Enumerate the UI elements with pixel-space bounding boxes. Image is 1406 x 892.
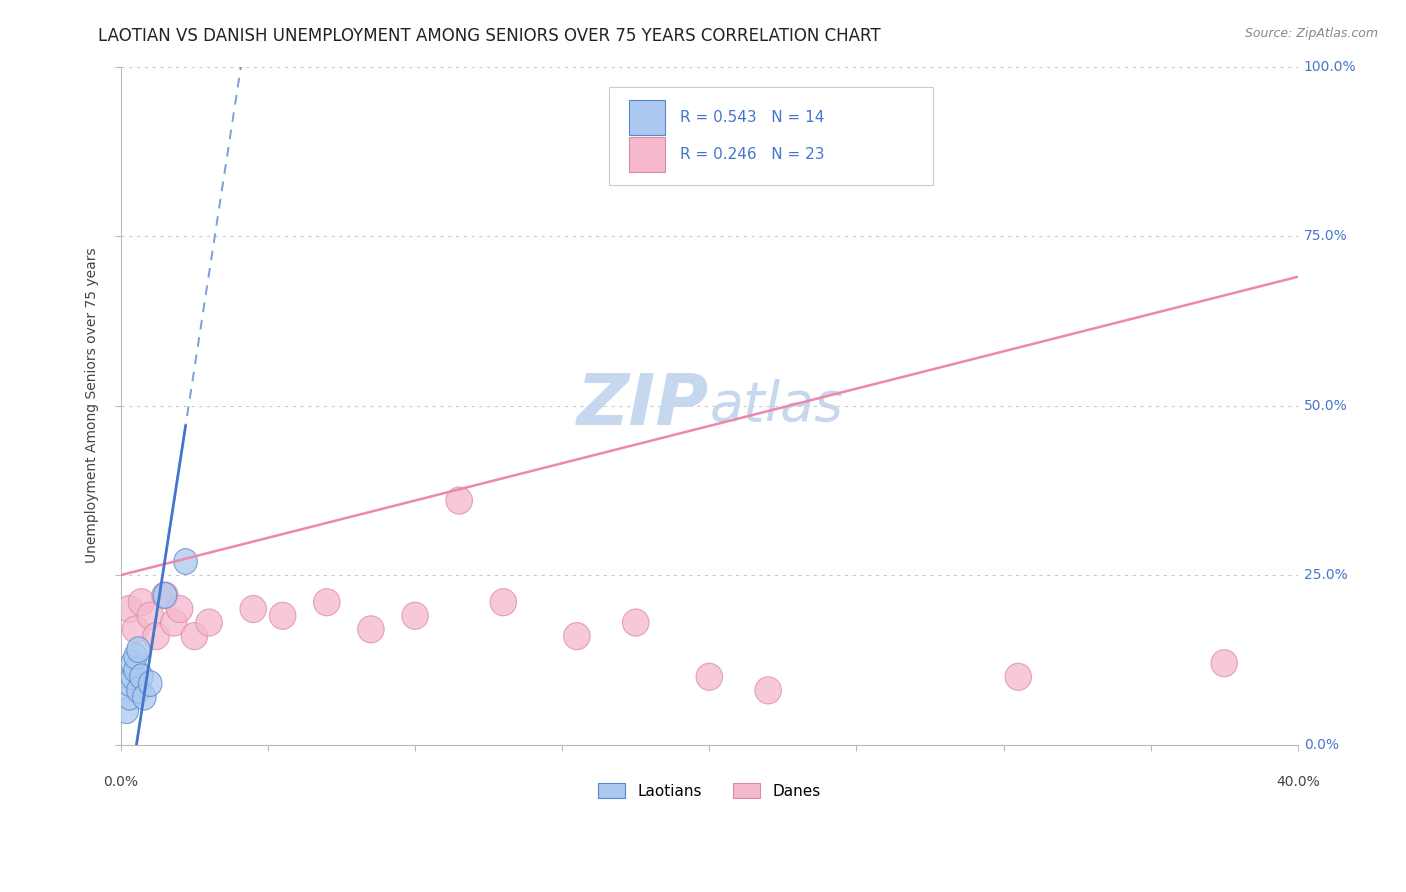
- Ellipse shape: [124, 643, 148, 669]
- Ellipse shape: [118, 684, 142, 710]
- Ellipse shape: [127, 677, 150, 703]
- Text: 100.0%: 100.0%: [1303, 60, 1357, 74]
- Ellipse shape: [174, 549, 197, 574]
- Ellipse shape: [115, 698, 138, 723]
- Text: ZIP: ZIP: [576, 371, 709, 440]
- Ellipse shape: [314, 589, 340, 615]
- Text: R = 0.543   N = 14: R = 0.543 N = 14: [681, 110, 824, 125]
- Text: 0.0%: 0.0%: [1303, 738, 1339, 752]
- Ellipse shape: [1005, 664, 1032, 690]
- FancyBboxPatch shape: [609, 87, 934, 186]
- Text: Source: ZipAtlas.com: Source: ZipAtlas.com: [1244, 27, 1378, 40]
- Ellipse shape: [121, 650, 145, 676]
- Ellipse shape: [402, 602, 429, 630]
- Ellipse shape: [121, 664, 145, 690]
- Bar: [630, 100, 665, 135]
- Ellipse shape: [491, 589, 516, 615]
- Ellipse shape: [240, 596, 267, 623]
- Legend: Laotians, Danes: Laotians, Danes: [592, 777, 827, 805]
- Ellipse shape: [117, 596, 143, 623]
- Ellipse shape: [143, 623, 169, 649]
- Ellipse shape: [132, 684, 156, 710]
- Ellipse shape: [446, 487, 472, 514]
- Text: 25.0%: 25.0%: [1303, 568, 1347, 582]
- Ellipse shape: [127, 637, 150, 663]
- Ellipse shape: [1211, 649, 1237, 677]
- Ellipse shape: [153, 582, 177, 608]
- Ellipse shape: [623, 609, 650, 636]
- Ellipse shape: [138, 671, 162, 697]
- Text: atlas: atlas: [709, 379, 844, 432]
- Ellipse shape: [118, 671, 142, 697]
- Text: LAOTIAN VS DANISH UNEMPLOYMENT AMONG SENIORS OVER 75 YEARS CORRELATION CHART: LAOTIAN VS DANISH UNEMPLOYMENT AMONG SEN…: [98, 27, 882, 45]
- Ellipse shape: [270, 602, 295, 630]
- Ellipse shape: [696, 664, 723, 690]
- Ellipse shape: [160, 609, 187, 636]
- Ellipse shape: [357, 615, 384, 643]
- Bar: [630, 137, 665, 172]
- Ellipse shape: [755, 677, 782, 704]
- Text: 75.0%: 75.0%: [1303, 229, 1347, 244]
- Ellipse shape: [166, 596, 193, 623]
- Ellipse shape: [129, 664, 153, 690]
- Ellipse shape: [122, 615, 149, 643]
- Ellipse shape: [136, 602, 163, 630]
- Ellipse shape: [181, 623, 208, 649]
- Ellipse shape: [195, 609, 222, 636]
- Text: 50.0%: 50.0%: [1303, 399, 1347, 413]
- Y-axis label: Unemployment Among Seniors over 75 years: Unemployment Among Seniors over 75 years: [86, 248, 100, 564]
- Text: 40.0%: 40.0%: [1275, 775, 1320, 789]
- Ellipse shape: [152, 582, 179, 609]
- Ellipse shape: [564, 623, 591, 649]
- Ellipse shape: [128, 589, 155, 615]
- Text: 0.0%: 0.0%: [103, 775, 138, 789]
- Text: R = 0.246   N = 23: R = 0.246 N = 23: [681, 147, 824, 162]
- Ellipse shape: [124, 657, 148, 683]
